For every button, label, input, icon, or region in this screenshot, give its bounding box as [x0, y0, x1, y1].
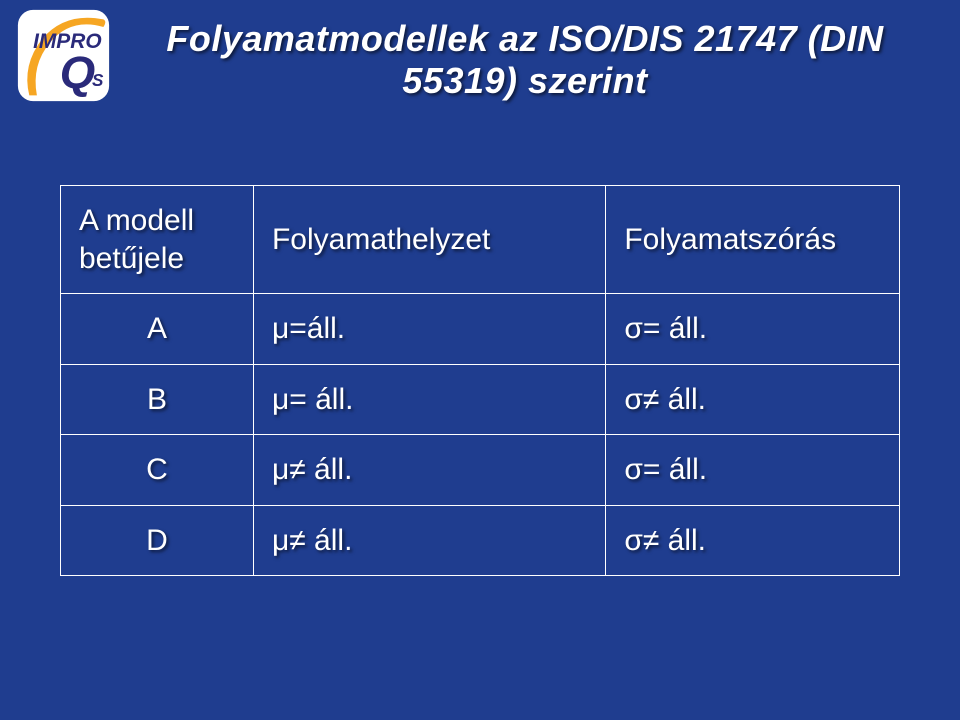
cell-process-position: μ=áll. [253, 294, 605, 365]
cell-model-letter: C [61, 435, 254, 506]
impro-qs-logo: IMPRO Q S [16, 8, 111, 103]
col-header-process-spread: Folyamatszórás [606, 186, 900, 294]
table-row: D μ≠ áll. σ≠ áll. [61, 505, 900, 576]
table-row: B μ= áll. σ≠ áll. [61, 364, 900, 435]
table-row: C μ≠ áll. σ= áll. [61, 435, 900, 506]
col-header-model-letter: A modell betűjele [61, 186, 254, 294]
cell-process-spread: σ= áll. [606, 294, 900, 365]
cell-process-position: μ≠ áll. [253, 505, 605, 576]
table-header-row: A modell betűjele Folyamathelyzet Folyam… [61, 186, 900, 294]
model-table: A modell betűjele Folyamathelyzet Folyam… [60, 185, 900, 576]
cell-process-spread: σ≠ áll. [606, 505, 900, 576]
svg-text:S: S [92, 71, 104, 90]
table-row: A μ=áll. σ= áll. [61, 294, 900, 365]
col-header-process-position: Folyamathelyzet [253, 186, 605, 294]
slide: IMPRO Q S Folyamatmodellek az ISO/DIS 21… [0, 0, 960, 720]
cell-process-spread: σ= áll. [606, 435, 900, 506]
cell-process-position: μ= áll. [253, 364, 605, 435]
cell-process-spread: σ≠ áll. [606, 364, 900, 435]
cell-model-letter: A [61, 294, 254, 365]
cell-process-position: μ≠ áll. [253, 435, 605, 506]
cell-model-letter: D [61, 505, 254, 576]
title-line-1: Folyamatmodellek az ISO/DIS 21747 (DIN [120, 18, 930, 60]
title-line-2: 55319) szerint [120, 60, 930, 102]
svg-text:Q: Q [60, 47, 95, 98]
slide-title: Folyamatmodellek az ISO/DIS 21747 (DIN 5… [120, 18, 930, 102]
cell-model-letter: B [61, 364, 254, 435]
